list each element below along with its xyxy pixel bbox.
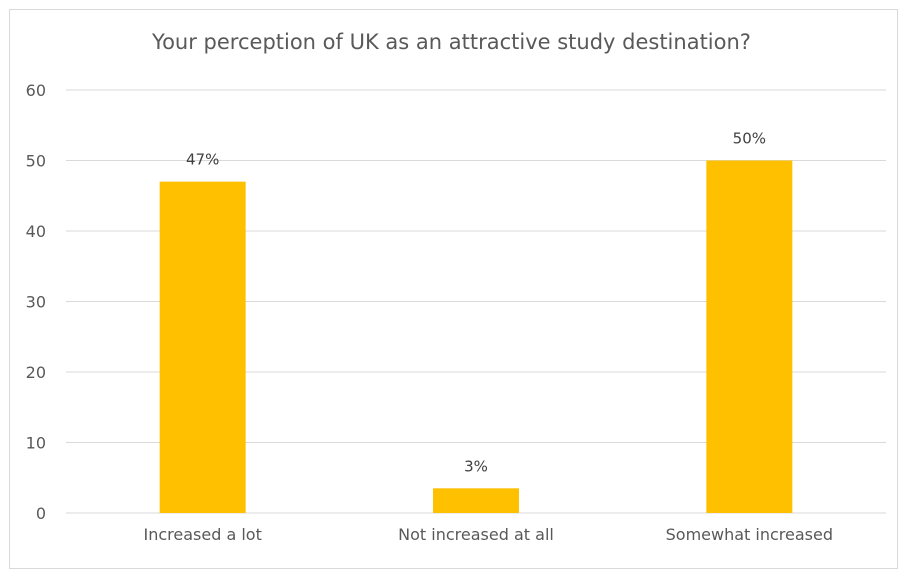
data-label: 50% (733, 130, 766, 148)
y-tick-label: 40 (26, 222, 46, 241)
data-label: 47% (186, 151, 219, 169)
bars (159, 160, 793, 513)
chart-title: Your perception of UK as an attractive s… (152, 30, 751, 54)
y-tick-label: 20 (26, 363, 46, 382)
bar-chart: 0 10 20 30 40 50 60 47% 3% 50% Increased a lot No… (26, 81, 886, 544)
y-tick-label: 50 (26, 152, 46, 171)
y-tick-label: 30 (26, 293, 46, 312)
x-axis-ticks: Increased a lot Not increased at all Somew… (143, 525, 833, 544)
data-label: 3% (464, 457, 488, 475)
y-tick-label: 0 (36, 504, 46, 523)
y-tick-label: 60 (26, 81, 46, 100)
bar (433, 488, 519, 513)
y-tick-label: 10 (26, 434, 46, 453)
bar (706, 160, 793, 513)
x-tick-label: Not increased at all (398, 525, 554, 544)
data-labels: 47% 3% 50% (186, 130, 766, 476)
y-axis-ticks: 0 10 20 30 40 50 60 (26, 81, 46, 523)
x-tick-label: Somewhat increased (666, 525, 833, 544)
x-tick-label: Increased a lot (143, 525, 261, 544)
bar (159, 181, 246, 513)
